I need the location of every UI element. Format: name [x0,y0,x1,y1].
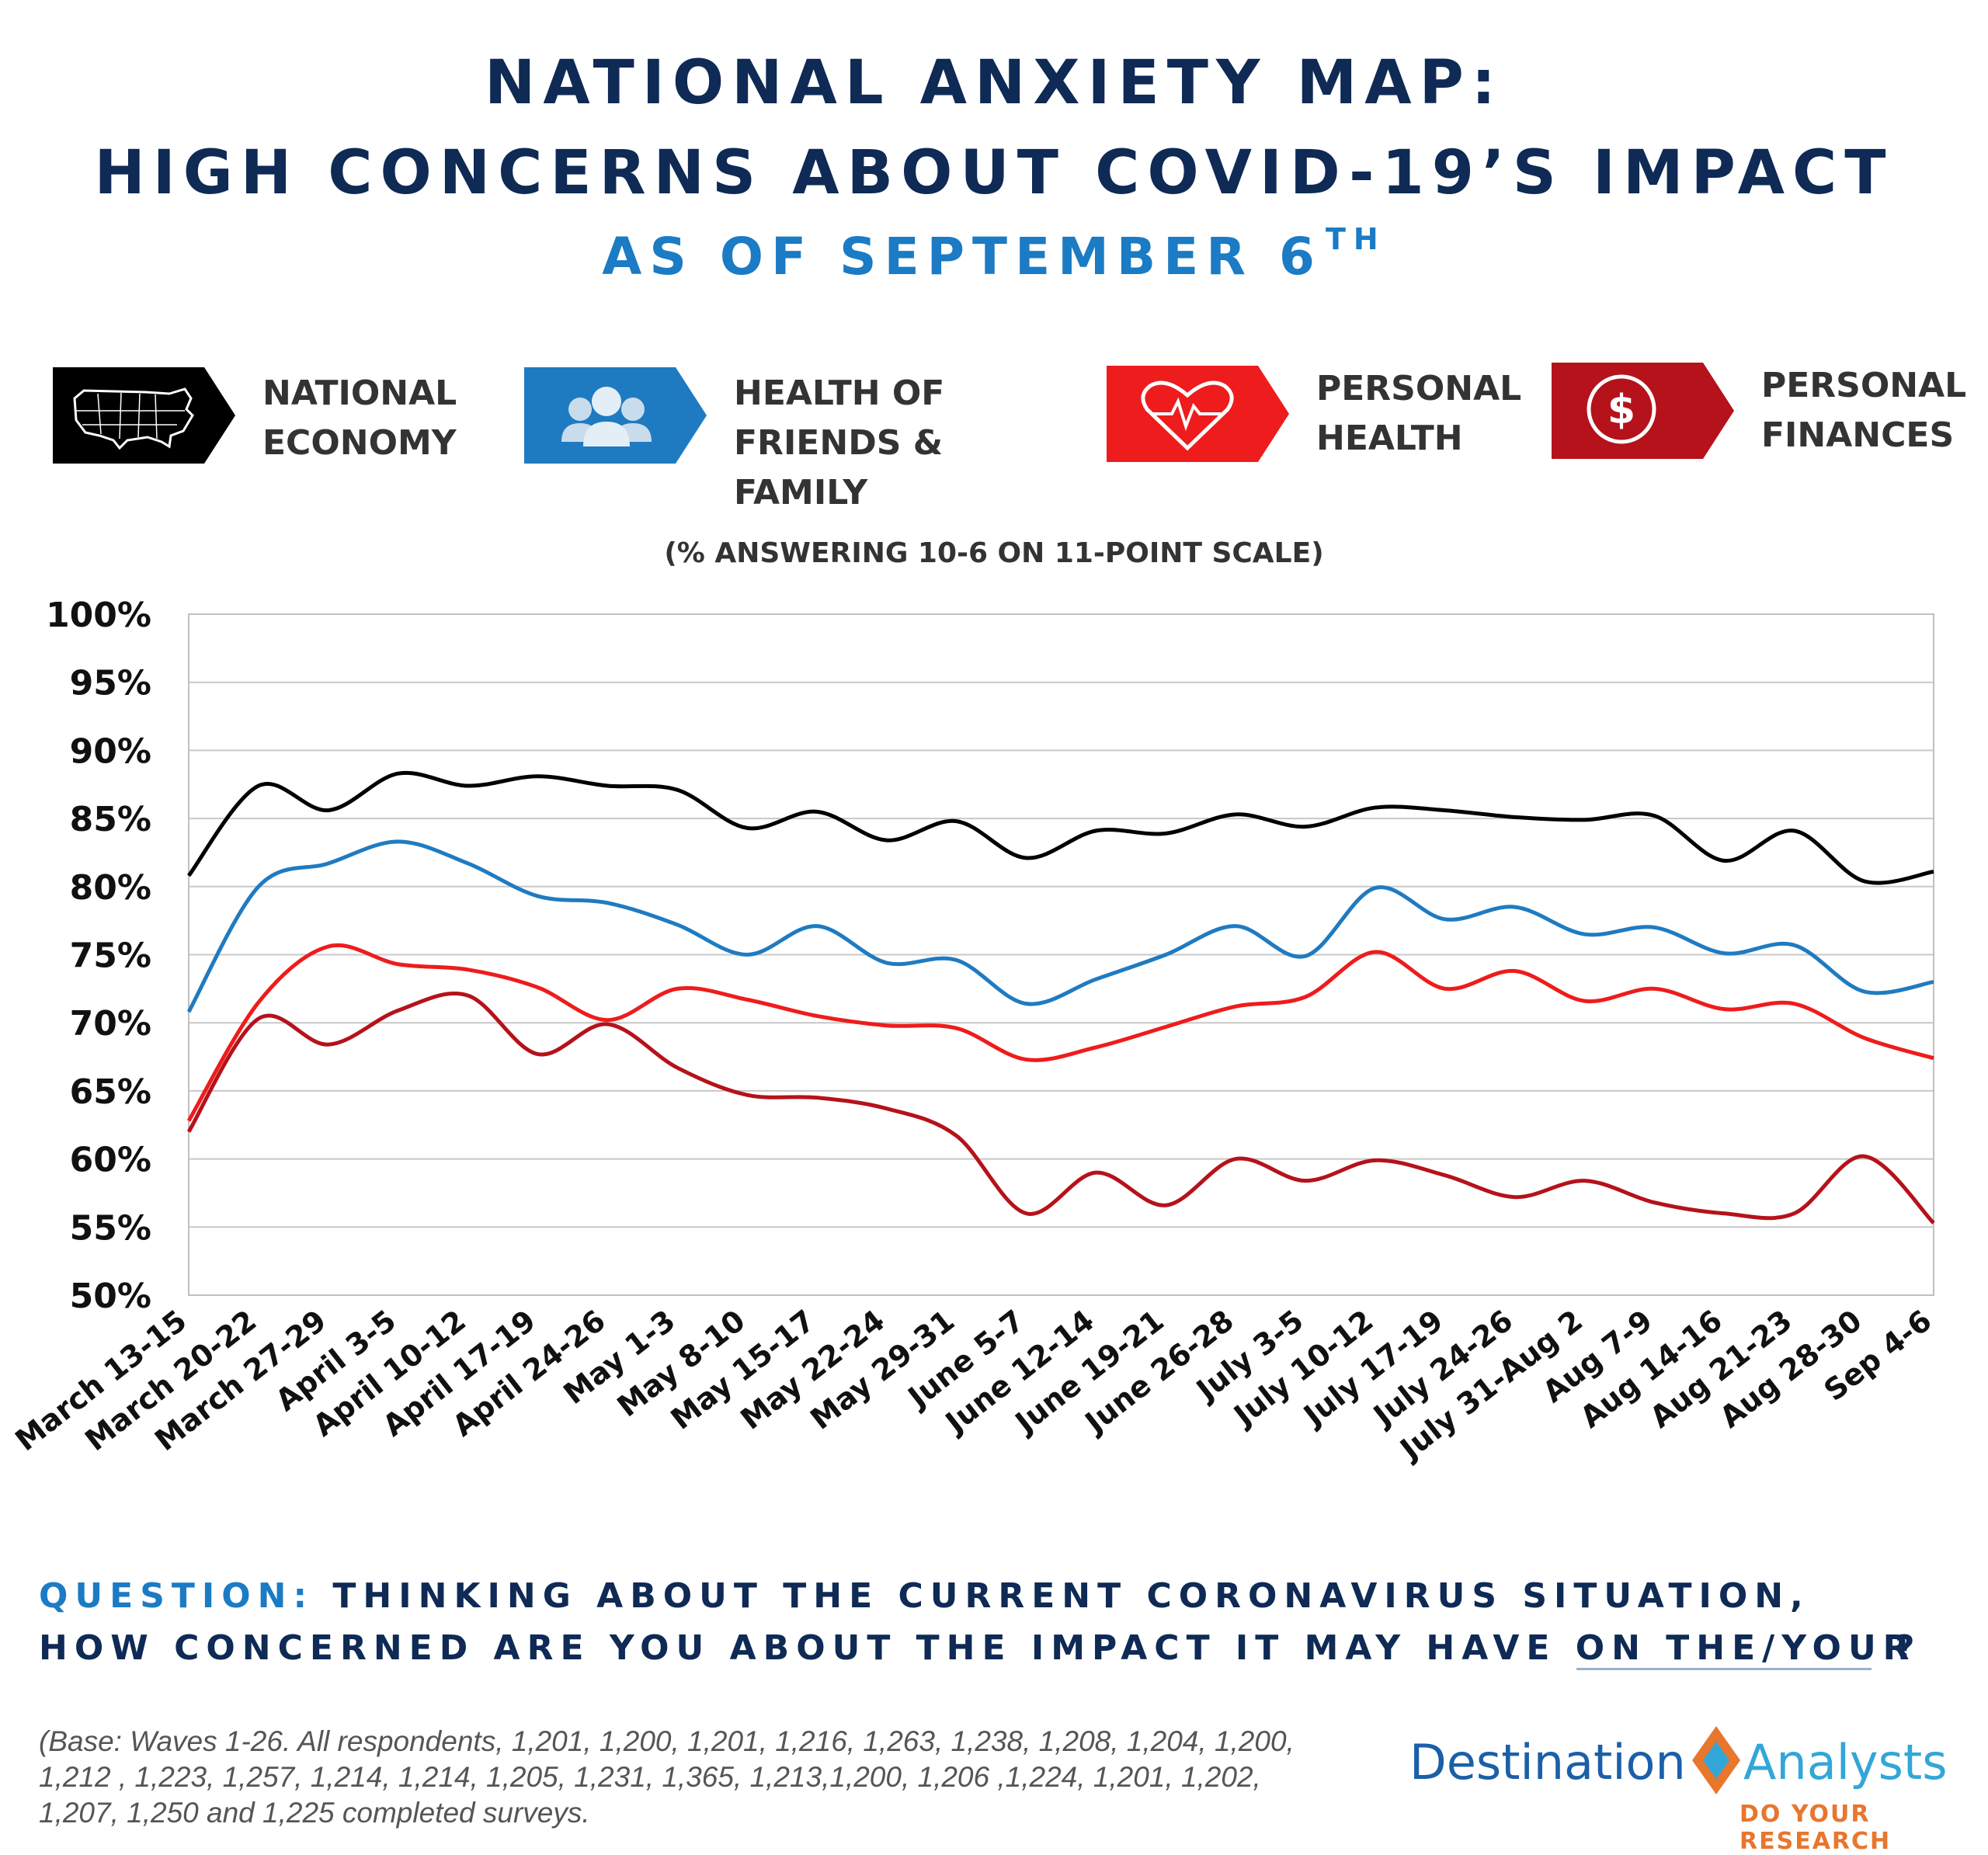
series-line-health-of-friends-family [186,839,1934,1013]
logo-text-right: Analysts [1743,1734,1948,1791]
y-tick-label: 50% [70,1277,151,1316]
legend-personal-finances: $ PERSONAL FINANCES [1552,361,1971,470]
line-chart: 50%55%60%65%70%75%80%85%90%95%100%March … [9,596,1938,1468]
base-note-line3: 1,207, 1,250 and 1,225 completed surveys… [39,1797,590,1829]
legend-label-line1: NATIONAL [262,373,457,413]
y-tick-label: 85% [70,800,151,839]
legend-label-line1: PERSONAL [1316,369,1522,408]
legend-label-line2: FRIENDS & FAMILY [734,423,944,512]
question-mark: ? [1895,1628,1915,1668]
chart-title-line2: HIGH CONCERNS ABOUT COVID-19’S IMPACT [94,138,1894,208]
destination-analysts-logo: Destination Analysts DO YOUR RESEARCH [1409,1720,1969,1855]
us-map-icon [53,367,235,464]
y-tick-label: 80% [70,868,151,908]
legend-label-line2: ECONOMY [262,423,457,463]
subtitle-text: AS OF SEPTEMBER 6 [602,227,1322,287]
dollar-coin-icon: $ [1552,363,1734,459]
people-group-icon [524,367,707,464]
y-tick-label: 70% [70,1004,151,1044]
legend-label-line2: HEALTH [1316,419,1463,458]
plot-frame [188,613,1934,1296]
series-line-personal-health [186,943,1934,1122]
chart-title: NATIONAL ANXIETY MAP: [485,48,1503,118]
y-tick-label: 95% [70,664,151,703]
y-tick-label: 60% [70,1141,151,1180]
logo-tagline: DO YOUR RESEARCH [1740,1801,1892,1855]
logo-diamond-icon [1692,1726,1740,1794]
question-line2: HOW CONCERNED ARE YOU ABOUT THE IMPACT I… [39,1628,1917,1668]
legend-national-economy: NATIONAL ECONOMY [53,361,472,470]
y-tick-label: 75% [70,936,151,976]
base-note: (Base: Waves 1-26. All respondents, 1,20… [39,1724,1375,1831]
legend-label-line2: FINANCES [1761,415,1955,455]
svg-text:$: $ [1607,387,1635,433]
base-note-line1: (Base: Waves 1-26. All respondents, 1,20… [39,1725,1295,1757]
logo-text-left: Destination [1409,1734,1686,1791]
question-line1: QUESTION: THINKING ABOUT THE CURRENT COR… [39,1576,1810,1616]
legend-label-line1: PERSONAL [1761,366,1967,405]
chart-date-subtitle: AS OF SEPTEMBER 6 TH [0,222,1988,287]
y-tick-label: 55% [70,1208,151,1248]
question-blank [1576,1668,1872,1670]
chart-scale-note: (% ANSWERING 10-6 ON 11-POINT SCALE) [664,537,1324,569]
question-prefix: QUESTION: [39,1576,315,1616]
question-text1: THINKING ABOUT THE CURRENT CORONAVIRUS S… [332,1576,1810,1616]
y-tick-label: 100% [46,596,151,635]
base-note-line2: 1,212 , 1,223, 1,257, 1,214, 1,214, 1,20… [39,1761,1261,1793]
subtitle-suffix: TH [1325,222,1386,256]
legend-health-friends-family: HEALTH OF FRIENDS & FAMILY [524,361,1083,512]
y-tick-label: 65% [70,1072,151,1112]
y-tick-label: 90% [70,731,151,771]
series-line-national-economy [187,770,1934,885]
series-line-personal-finances [186,992,1935,1225]
legend-personal-health: PERSONAL HEALTH [1107,361,1526,470]
legend-label-line1: HEALTH OF [734,373,945,413]
heart-pulse-icon [1107,366,1289,462]
